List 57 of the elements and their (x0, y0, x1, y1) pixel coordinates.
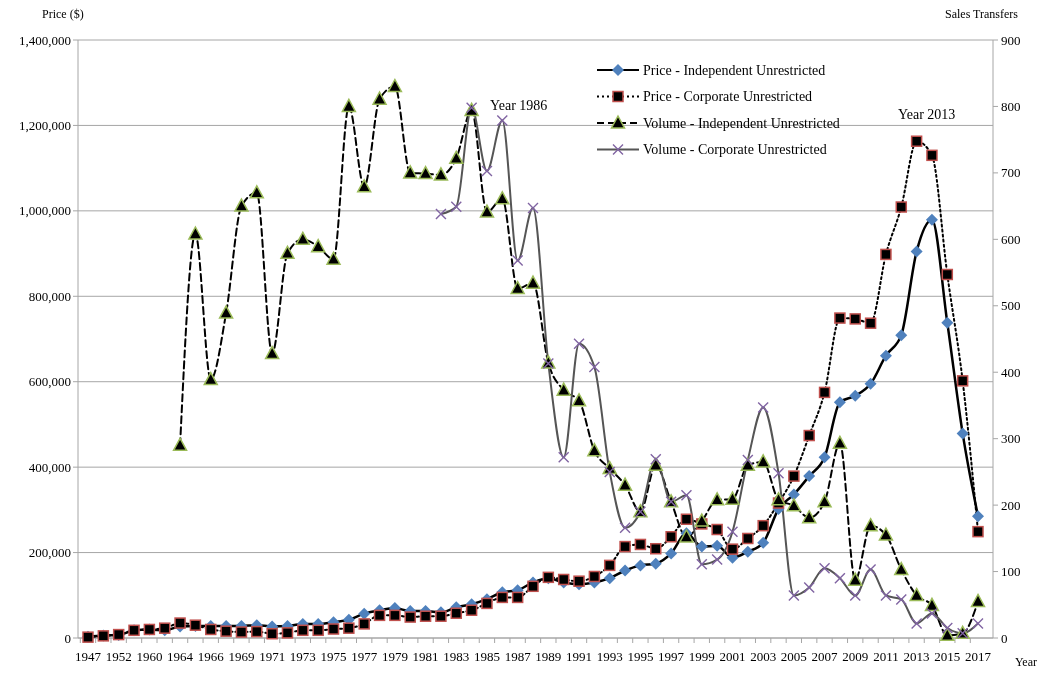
x-tick-label: 1973 (289, 649, 316, 664)
annotation: Year 2013 (898, 107, 956, 122)
y2-tick-label: 500 (1001, 298, 1021, 314)
x-tick-label: 2003 (750, 649, 777, 664)
x-tick-label: 2007 (811, 649, 839, 664)
x-tick-label: 1987 (504, 649, 532, 664)
y-tick-label: 800,000 (28, 288, 71, 304)
x-tick-label: 2015 (934, 649, 961, 664)
x-tick-label: 1960 (136, 649, 163, 664)
x-tick-label: 1989 (535, 649, 562, 664)
y2-tick-label: 800 (1001, 98, 1021, 114)
x-tick-label: 1997 (658, 649, 685, 664)
x-tick-label: 1975 (320, 649, 347, 664)
y2-tick-label: 400 (1001, 364, 1021, 380)
x-tick-label: 2013 (903, 649, 930, 664)
x-tick-label: 1999 (688, 649, 715, 664)
y-tick-label: 400,000 (28, 459, 71, 475)
legend-label: Volume - Corporate Unrestricted (643, 142, 827, 158)
x-tick-label: 1995 (627, 649, 654, 664)
x-tick-label: 1991 (566, 649, 593, 664)
legend-label: Price - Independent Unrestricted (643, 62, 826, 78)
y-tick-label: 1,000,000 (19, 203, 71, 219)
y-tick-label: 1,200,000 (19, 117, 71, 133)
x-tick-label: 1979 (381, 649, 408, 664)
y-tick-label: 0 (64, 630, 71, 646)
y-tick-label: 1,400,000 (19, 32, 71, 48)
y-axis-title: Price ($) (42, 7, 84, 21)
x-tick-label: 1983 (443, 649, 470, 664)
y2-tick-label: 300 (1001, 431, 1021, 447)
x-tick-label: 1947 (75, 649, 102, 664)
x-tick-label: 2009 (842, 649, 869, 664)
x-tick-label: 2017 (965, 649, 992, 664)
x-tick-label: 1981 (412, 649, 439, 664)
annotation: Year 1986 (490, 98, 548, 113)
x-tick-label: 1977 (351, 649, 378, 664)
x-tick-label: 1969 (228, 649, 255, 664)
x-tick-label: 1993 (596, 649, 623, 664)
x-axis-title: Year (1014, 655, 1037, 669)
y-tick-label: 600,000 (28, 374, 71, 390)
x-tick-label: 1966 (197, 649, 225, 664)
x-tick-label: 1971 (259, 649, 286, 664)
x-tick-label: 1985 (473, 649, 500, 664)
legend-label: Price - Corporate Unrestricted (643, 89, 813, 105)
y2-tick-label: 0 (1001, 630, 1008, 646)
x-tick-label: 2005 (780, 649, 807, 664)
y2-tick-label: 200 (1001, 497, 1021, 513)
y2-tick-label: 600 (1001, 231, 1021, 247)
y2-tick-label: 900 (1001, 32, 1021, 48)
y2-tick-label: 100 (1001, 564, 1021, 580)
y-tick-label: 200,000 (28, 545, 71, 561)
x-tick-label: 1964 (167, 649, 194, 664)
x-tick-label: 2011 (873, 649, 899, 664)
x-tick-label: 1952 (105, 649, 132, 664)
y2-tick-label: 700 (1001, 165, 1021, 181)
legend-label: Volume - Independent Unrestricted (643, 115, 840, 131)
y2-axis-title: Sales Transfers (944, 7, 1019, 21)
x-tick-label: 2001 (719, 649, 746, 664)
